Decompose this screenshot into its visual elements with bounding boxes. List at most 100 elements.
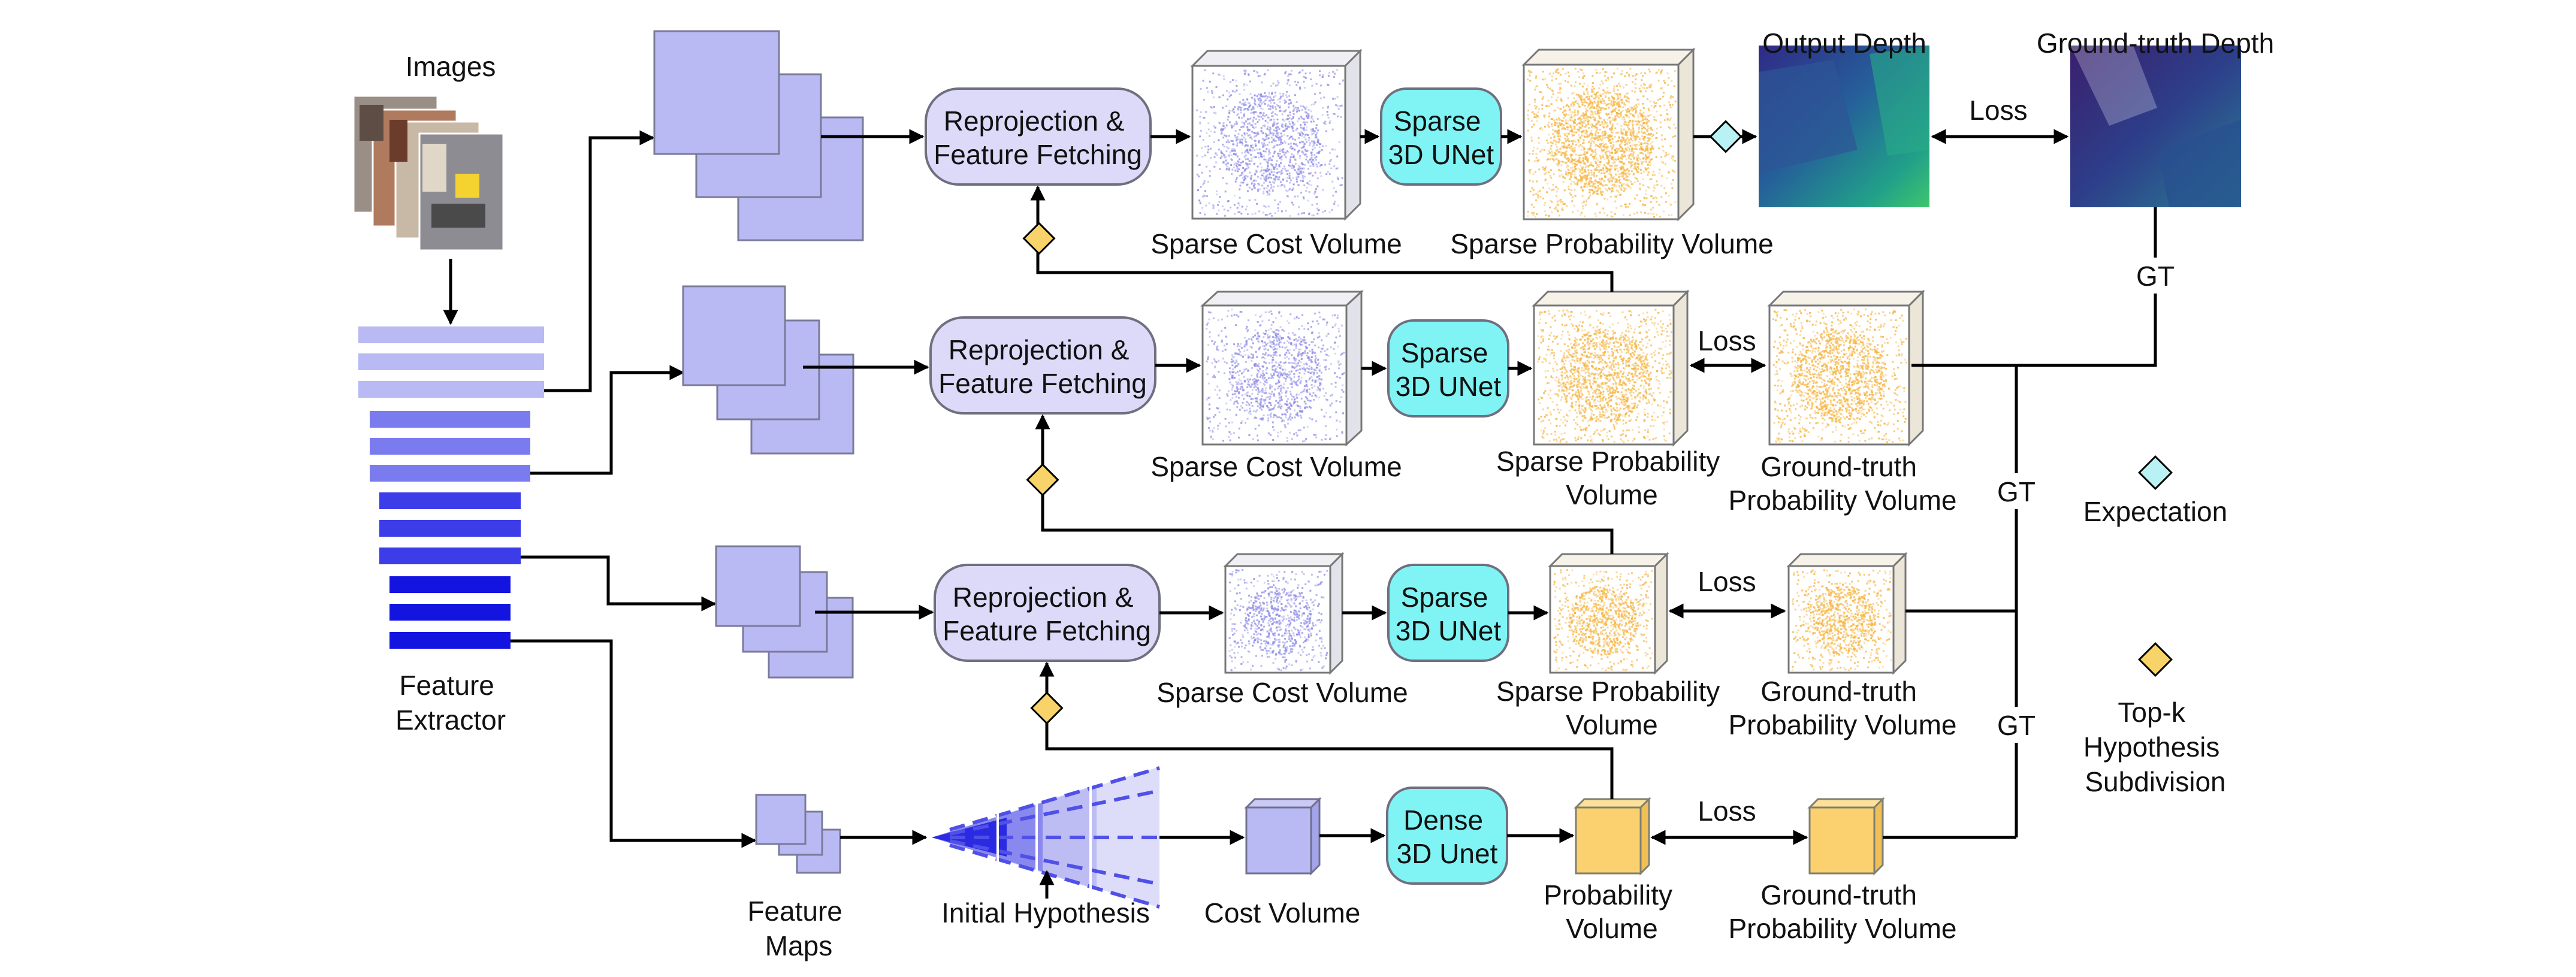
sparse-probability-volume-3	[1548, 552, 1669, 675]
gt-probability-volume-label-2: Ground-truth Probability Volume	[1729, 676, 1957, 740]
gt-label-1: GT	[2136, 261, 2175, 292]
reprojection-node-1: Reprojection & Feature Fetching	[925, 87, 1152, 186]
feature-bar	[379, 492, 521, 509]
sparse-cost-volume-2	[1200, 289, 1364, 447]
sparse-probability-volume-label-line: Sparse Probability	[1496, 676, 1720, 707]
topk-diamond-2	[1026, 463, 1059, 497]
feature-bar	[389, 576, 511, 593]
loss-label-3: Loss	[1698, 566, 1756, 597]
reprojection-label-line: Feature Fetching	[943, 615, 1151, 646]
feature-bar	[389, 604, 511, 621]
gt-label-3: GT	[1997, 710, 2036, 741]
loss-label-2: Loss	[1698, 325, 1756, 356]
topk-diamond-3	[1030, 691, 1064, 725]
output-depth-label: Output Depth	[1762, 28, 1926, 59]
feature-bar	[358, 381, 544, 398]
sparse-unet-label-line: 3D UNet	[1396, 615, 1502, 646]
input-images	[352, 95, 505, 252]
loss-label-4: Loss	[1698, 795, 1756, 827]
gt-probability-volume-dense	[1807, 797, 1885, 876]
output-depth-map	[1759, 46, 1929, 207]
feature-bar	[379, 520, 521, 537]
gt-probability-volume-label-line: Ground-truth	[1760, 676, 1917, 707]
sparse-unet-label-line: Sparse	[1401, 582, 1488, 613]
feature-bar	[358, 353, 544, 370]
sparse-unet-label-line: 3D UNet	[1396, 371, 1502, 402]
svg-text:Reprojection & Feature F: Reprojection & Feature Fetching	[943, 582, 1151, 646]
initial-hypothesis-label: Initial Hypothesis	[941, 897, 1150, 928]
sparse-probability-volume-label-line: Volume	[1566, 479, 1657, 510]
svg-text:Sparse 3D UNet: Sparse 3D UNet	[1396, 582, 1502, 646]
legend-topk-label-line: Top-k	[2118, 697, 2185, 728]
feature-extractor-label: Feature Extractor	[395, 670, 506, 736]
ground-truth-depth-label: Ground-truth Depth	[2037, 28, 2274, 59]
legend-topk: Top-k Hypothesis Subdivision	[2083, 642, 2227, 797]
legend-topk-label-line: Subdivision	[2085, 766, 2225, 797]
probability-volume-dense	[1574, 797, 1651, 876]
feature-maps-stage-4	[755, 794, 841, 874]
sparse-unet-node-2: Sparse 3D UNet	[1387, 319, 1509, 418]
feature-extractor	[358, 326, 544, 649]
gt-probability-volume-label-line: Probability Volume	[1729, 913, 1957, 944]
expectation-diamond	[1709, 120, 1743, 153]
sparse-unet-label-line: Sparse	[1394, 105, 1481, 137]
legend-topk-label-line: Hypothesis	[2083, 731, 2220, 763]
svg-text:Reprojection & Feature F: Reprojection & Feature Fetching	[938, 334, 1147, 399]
feature-maps-label: Feature Maps	[747, 896, 850, 961]
gt-label-2: GT	[1997, 476, 2036, 507]
feature-maps-label-line: Maps	[765, 930, 832, 961]
reprojection-label-line: Feature Fetching	[938, 368, 1147, 399]
probability-volume-label-line: Volume	[1566, 913, 1657, 944]
images-label: Images	[406, 51, 496, 82]
sparse-probability-volume-label-1: Sparse Probability Volume	[1450, 228, 1774, 259]
sparse-probability-volume-1	[1521, 47, 1696, 222]
ground-truth-depth-map	[2070, 46, 2241, 207]
sparse-cost-volume-1	[1190, 49, 1363, 221]
svg-text:Dense 3D Unet: Dense 3D Unet	[1397, 804, 1498, 869]
gt-probability-volume-2	[1786, 552, 1908, 675]
feature-maps-stage-3	[715, 545, 854, 679]
gt-probability-volume-label-line: Probability Volume	[1729, 485, 1957, 516]
dense-unet-label-line: 3D Unet	[1397, 838, 1498, 869]
gt-probability-volume-label-line: Ground-truth	[1760, 879, 1917, 911]
svg-text:Sparse 3D UNet: Sparse 3D UNet	[1388, 105, 1494, 170]
gt-probability-volume-label-line: Probability Volume	[1729, 709, 1957, 740]
reprojection-label-line: Reprojection &	[949, 334, 1130, 365]
sparse-unet-label-line: 3D UNet	[1388, 139, 1494, 170]
gt-probability-volume-label-3: Ground-truth Probability Volume	[1729, 879, 1957, 944]
feature-maps-stage-2	[682, 285, 854, 455]
sparse-unet-label-line: Sparse	[1401, 337, 1488, 368]
reprojection-node-3: Reprojection & Feature Fetching	[934, 564, 1161, 662]
gt-probability-volume-label-1: Ground-truth Probability Volume	[1729, 451, 1957, 516]
legend-topk-label: Top-k Hypothesis Subdivision	[2083, 697, 2227, 797]
dense-unet-label-line: Dense	[1403, 804, 1483, 836]
feature-maps-label-line: Feature	[747, 896, 842, 927]
dense-unet-node: Dense 3D Unet	[1386, 787, 1508, 885]
reprojection-label-line: Reprojection &	[944, 105, 1125, 137]
legend-expectation-label: Expectation	[2083, 496, 2227, 527]
legend-expectation: Expectation	[2083, 455, 2227, 527]
sparse-probability-volume-label-line: Volume	[1566, 709, 1657, 740]
feature-bar	[370, 438, 530, 455]
gt-probability-volume-1	[1767, 289, 1925, 447]
reprojection-label-line: Reprojection &	[953, 582, 1134, 613]
reprojection-label-line: Feature Fetching	[934, 139, 1142, 170]
feature-bar	[370, 465, 530, 482]
feature-bar	[370, 411, 530, 428]
svg-text:Sparse 3D UNet: Sparse 3D UNet	[1396, 337, 1502, 402]
reprojection-node-2: Reprojection & Feature Fetching	[929, 316, 1156, 415]
sparse-unet-node-3: Sparse 3D UNet	[1387, 564, 1509, 662]
feature-extractor-label-line: Extractor	[395, 704, 506, 736]
feature-maps-stage-1	[653, 30, 864, 241]
probability-volume-label: Probability Volume	[1544, 879, 1680, 944]
feature-bar	[379, 548, 521, 564]
cost-volume-label: Cost Volume	[1204, 897, 1361, 928]
svg-text:Reprojection & Feature F: Reprojection & Feature Fetching	[934, 105, 1142, 170]
cost-volume-dense	[1244, 797, 1322, 876]
probability-volume-label-line: Probability	[1544, 879, 1672, 911]
topk-diamond-1	[1022, 222, 1056, 255]
sparse-cost-volume-label-3: Sparse Cost Volume	[1156, 677, 1408, 708]
initial-hypothesis-beams	[932, 766, 1160, 909]
sparse-probability-volume-label-line: Sparse Probability	[1496, 446, 1720, 477]
